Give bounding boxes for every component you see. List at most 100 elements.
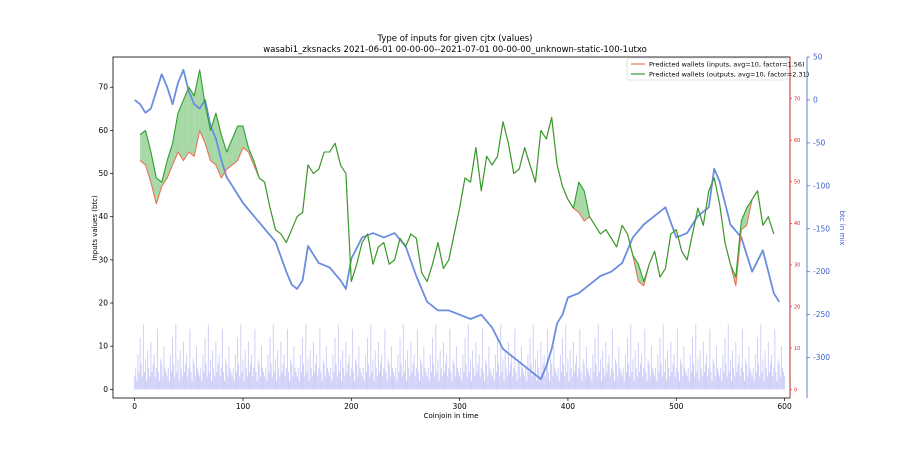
- background-bar: [256, 380, 258, 390]
- background-bar: [735, 341, 737, 390]
- background-bar: [650, 346, 652, 390]
- background-bar: [552, 376, 554, 390]
- background-bar: [138, 372, 140, 390]
- background-bar: [187, 376, 189, 390]
- background-bar: [312, 341, 314, 390]
- y2-tick-label: 50: [813, 53, 823, 62]
- background-bar: [616, 363, 618, 390]
- background-bar: [681, 363, 683, 390]
- background-bar: [411, 372, 413, 390]
- background-bar: [519, 376, 521, 390]
- background-bar: [685, 372, 687, 390]
- background-bar: [213, 367, 215, 390]
- background-bar: [656, 380, 658, 390]
- background-bar: [401, 376, 403, 390]
- background-bar: [728, 372, 730, 390]
- background-bar: [571, 376, 573, 390]
- background-bar: [405, 359, 406, 390]
- background-bar: [190, 372, 192, 390]
- background-bar: [252, 376, 254, 390]
- background-bar: [434, 376, 436, 390]
- background-bar: [423, 346, 425, 390]
- background-bar: [510, 363, 511, 390]
- background-bar: [172, 337, 174, 390]
- background-bar: [566, 372, 568, 390]
- background-bar: [321, 380, 323, 390]
- background-bar: [547, 372, 549, 390]
- background-bar: [193, 363, 195, 390]
- y3-tick-label: 60: [794, 138, 800, 144]
- background-bar: [421, 363, 423, 390]
- background-bar: [406, 380, 407, 390]
- background-bar: [465, 363, 467, 390]
- background-bar: [747, 376, 749, 390]
- background-bar: [671, 372, 673, 390]
- background-bar: [515, 372, 517, 390]
- background-bar: [306, 372, 308, 390]
- background-bar: [432, 337, 433, 390]
- y2-axis-label: btc in mix: [838, 211, 846, 246]
- background-bar: [699, 350, 701, 390]
- background-bar: [407, 350, 409, 390]
- background-bar: [674, 376, 676, 390]
- background-bar: [350, 367, 352, 390]
- background-bar: [541, 372, 543, 390]
- outputs-excess-fill: [226, 139, 233, 170]
- background-bar: [736, 372, 738, 390]
- background-bar: [333, 372, 335, 390]
- background-bar: [153, 354, 155, 390]
- background-bar: [595, 363, 597, 390]
- background-bar: [705, 363, 706, 390]
- background-bar: [545, 367, 547, 390]
- background-bar: [272, 324, 274, 390]
- background-bar: [332, 354, 334, 390]
- background-bar: [309, 350, 311, 390]
- background-bar: [426, 376, 428, 390]
- background-bar: [528, 372, 530, 390]
- legend: Predicted wallets (inputs, avg=10, facto…: [626, 57, 809, 81]
- background-bar: [380, 363, 382, 390]
- background-bar: [588, 372, 589, 390]
- background-bar: [618, 346, 620, 390]
- background-bar: [615, 359, 617, 390]
- background-bar: [525, 367, 527, 390]
- background-bar: [265, 367, 267, 390]
- background-bar: [173, 363, 175, 390]
- background-bar: [232, 367, 234, 390]
- background-bar: [684, 367, 686, 390]
- background-bar: [530, 363, 532, 390]
- background-bar: [630, 324, 632, 390]
- background-bar: [166, 376, 168, 390]
- background-bar: [499, 376, 501, 390]
- y3-axis-ticks: 0 10 20 30 40 50 60 70: [790, 96, 800, 393]
- background-bar: [620, 372, 622, 390]
- background-bar: [742, 372, 744, 390]
- background-bar: [134, 376, 136, 390]
- background-bar: [554, 367, 556, 390]
- background-bar: [462, 354, 464, 390]
- background-bar: [246, 376, 248, 390]
- background-bar: [158, 372, 159, 390]
- background-bar: [753, 380, 755, 390]
- y3-tick-label: 0: [794, 387, 797, 393]
- background-bar: [706, 354, 708, 390]
- background-bar: [738, 354, 740, 390]
- background-bar: [598, 372, 600, 390]
- background-bar: [402, 324, 404, 390]
- background-bar: [662, 324, 664, 390]
- background-bar: [358, 346, 360, 390]
- background-bar: [185, 363, 187, 390]
- background-bar: [184, 372, 185, 390]
- background-bar: [497, 337, 498, 390]
- background-bar: [653, 372, 654, 390]
- background-bar: [376, 376, 378, 390]
- background-bar: [503, 380, 505, 390]
- background-bar: [606, 372, 608, 390]
- background-bar: [211, 380, 213, 390]
- background-bar: [454, 376, 456, 390]
- background-bar: [271, 376, 273, 390]
- background-bar: [783, 372, 784, 390]
- background-bar: [642, 376, 644, 390]
- background-bar: [258, 363, 260, 390]
